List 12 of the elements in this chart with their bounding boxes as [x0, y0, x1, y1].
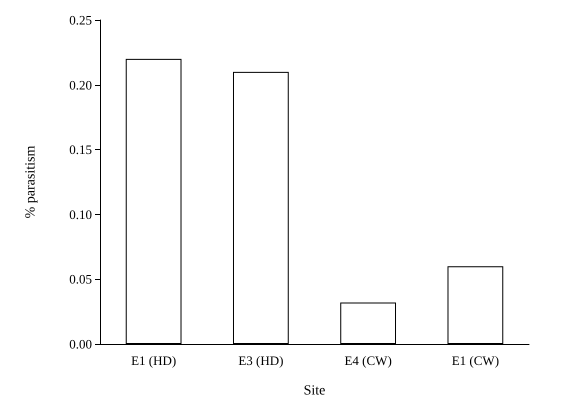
y-axis-title: % parasitism	[24, 146, 38, 218]
x-tick-label: E1 (CW)	[452, 353, 500, 368]
x-tick-label: E1 (HD)	[131, 353, 176, 368]
x-axis-title: Site	[304, 384, 326, 398]
x-tick-label: E4 (CW)	[344, 353, 392, 368]
x-tick-label: E3 (HD)	[238, 353, 284, 368]
y-tick-label: 0.20	[69, 77, 92, 92]
y-tick-label: 0.15	[69, 142, 92, 158]
y-tick-label: 0.25	[69, 12, 92, 28]
y-tick-label: 0.10	[69, 206, 92, 222]
y-tick-label: 0.00	[69, 336, 92, 352]
y-tick-label: 0.05	[69, 272, 92, 287]
